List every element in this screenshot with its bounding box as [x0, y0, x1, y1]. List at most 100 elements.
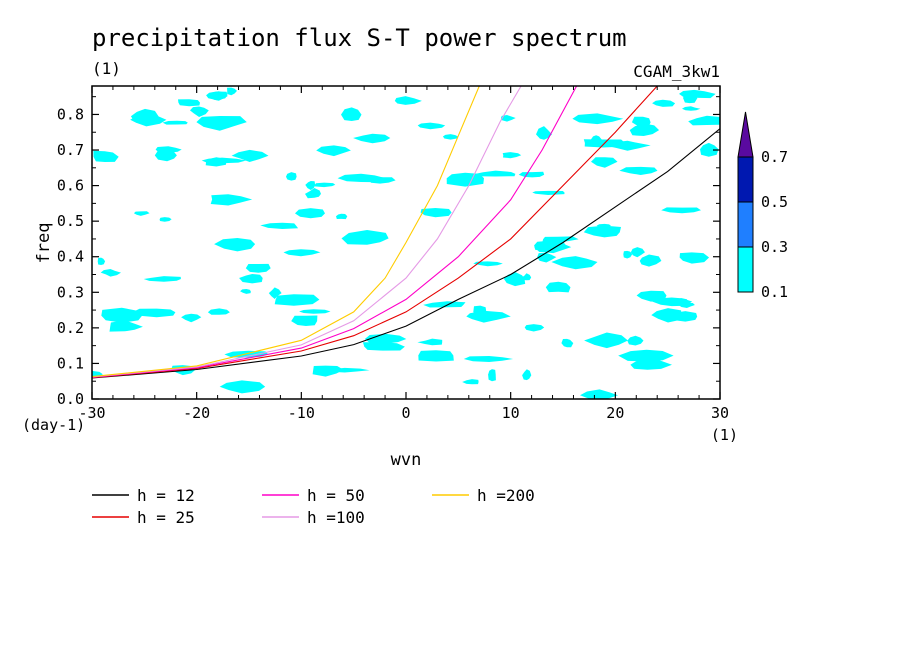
colorbar-box	[737, 156, 754, 203]
power-patch	[341, 107, 362, 121]
power-patch	[336, 213, 348, 220]
power-patch	[362, 342, 405, 351]
legend-label: h = 25	[137, 508, 195, 527]
power-patch	[639, 254, 662, 267]
y-tick-label: 0.6	[57, 177, 84, 195]
power-patch	[462, 379, 479, 385]
y-axis-unit: (day-1)	[22, 416, 85, 434]
power-patch	[532, 190, 565, 195]
series-line-1	[92, 86, 658, 379]
y-tick-label: 0.5	[57, 212, 84, 230]
power-patch	[239, 274, 263, 284]
power-patch	[143, 276, 181, 282]
colorbar-level-label: 0.3	[761, 238, 788, 256]
power-patch	[283, 249, 321, 257]
legend-label: h = 12	[137, 486, 195, 505]
colorbar-box	[737, 246, 754, 293]
series-line-4	[92, 86, 480, 378]
colorbar-extension-triangle	[737, 111, 754, 158]
power-patch	[488, 369, 496, 382]
power-patch	[673, 298, 688, 306]
chart-subtitle-left: (1)	[92, 59, 121, 78]
power-patch	[353, 133, 391, 144]
power-patch	[314, 182, 336, 188]
colorbar-level-label: 0.1	[761, 283, 788, 301]
power-patch	[627, 335, 644, 346]
colorbar-level-label: 0.5	[761, 193, 788, 211]
power-patch	[240, 289, 251, 294]
x-tick-label: 30	[711, 404, 729, 422]
power-patch	[341, 230, 389, 245]
power-patch	[227, 87, 237, 96]
power-patch	[418, 350, 454, 362]
power-patch	[682, 106, 701, 111]
power-patch	[522, 369, 532, 381]
x-tick-label: -30	[78, 404, 105, 422]
dispersion-curves	[92, 86, 720, 379]
power-patch	[207, 308, 230, 315]
y-tick-label: 0.3	[57, 283, 84, 301]
power-patch	[536, 126, 552, 140]
power-patch	[629, 123, 660, 136]
y-tick-label: 0.4	[57, 248, 84, 266]
power-patch	[109, 320, 143, 332]
power-patch	[190, 106, 209, 117]
power-patch	[420, 208, 452, 218]
power-patch	[101, 307, 143, 323]
x-tick-label: -10	[288, 404, 315, 422]
power-patch	[551, 256, 598, 270]
power-patch	[417, 122, 446, 130]
power-patch	[442, 134, 459, 140]
power-patch	[214, 238, 256, 252]
power-patch	[545, 281, 571, 293]
power-patch	[219, 380, 266, 394]
power-patch	[534, 240, 566, 252]
y-tick-label: 0.1	[57, 354, 84, 372]
colorbar: 0.1 0.3 0.5 0.7	[737, 111, 788, 301]
power-patch	[162, 120, 188, 125]
power-patch	[463, 356, 514, 362]
power-patch	[286, 172, 297, 181]
legend-label: h = 50	[307, 486, 365, 505]
power-patch	[537, 252, 557, 263]
power-patch	[364, 333, 407, 344]
power-patch	[524, 324, 545, 332]
y-axis-label: freq	[34, 223, 54, 264]
power-patch	[619, 166, 658, 175]
power-patch	[518, 171, 545, 178]
x-axis-unit: (1)	[711, 426, 738, 444]
legend-label: h =100	[307, 508, 365, 527]
power-patch	[636, 290, 667, 302]
power-patch	[245, 263, 271, 273]
legend: h = 12 h = 25 h = 50 h =100 h =200	[92, 486, 535, 527]
power-patch	[368, 177, 396, 184]
power-patch	[299, 309, 331, 314]
power-patch	[196, 116, 247, 131]
power-patch	[100, 269, 121, 277]
power-patch	[394, 96, 422, 105]
y-tick-label: 0.7	[57, 141, 84, 159]
power-patch	[181, 313, 202, 323]
x-tick-label: 10	[502, 404, 520, 422]
power-patch	[291, 315, 318, 326]
power-patch	[97, 257, 106, 265]
power-patch	[630, 247, 645, 258]
y-tick-label: 0.2	[57, 319, 84, 337]
power-patch	[584, 332, 628, 349]
colorbar-box	[737, 201, 754, 248]
x-axis-label: wvn	[391, 450, 422, 470]
power-patch	[274, 294, 320, 306]
legend-label: h =200	[477, 486, 535, 505]
power-patch	[132, 308, 176, 318]
power-patch	[700, 142, 719, 157]
power-patch	[500, 115, 516, 122]
chart-title: precipitation flux S-T power spectrum	[92, 24, 627, 52]
chart-subtitle-right: CGAM_3kw1	[633, 62, 720, 81]
power-patch	[295, 208, 325, 219]
power-patch	[561, 338, 574, 348]
power-patch	[305, 181, 316, 190]
power-patch	[154, 150, 177, 162]
power-patch	[205, 157, 227, 167]
power-patch	[473, 305, 487, 319]
